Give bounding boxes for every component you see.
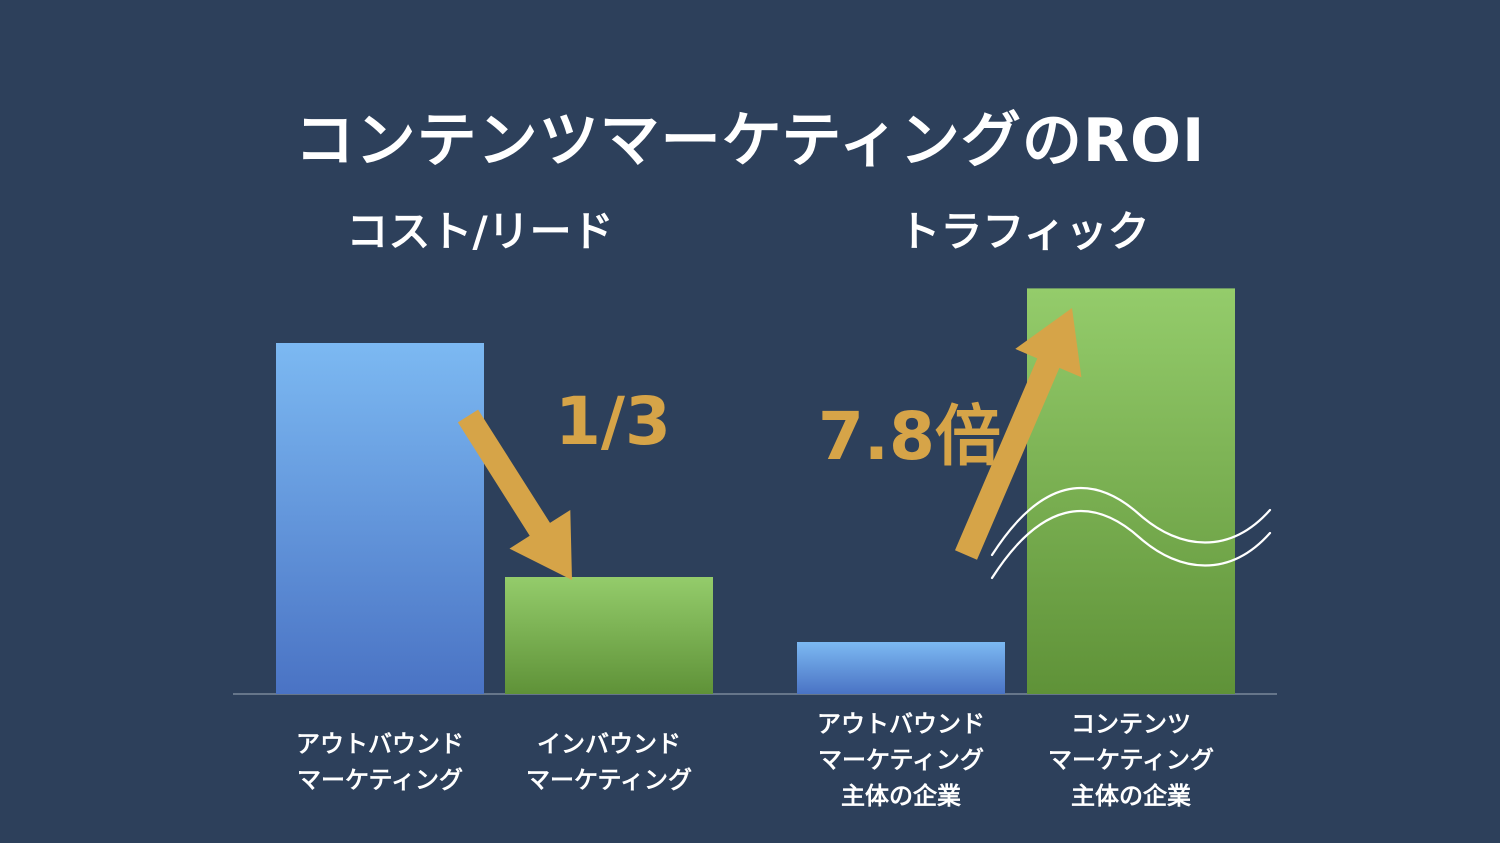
x-tick-label-chart0-0: アウトバウンド マーケティング xyxy=(250,726,510,798)
arrow-up-icon xyxy=(955,308,1082,560)
arrow-down-icon xyxy=(457,409,572,580)
bar-chart1-0 xyxy=(797,642,1005,694)
x-tick-label-line: コンテンツ xyxy=(1071,710,1191,738)
callout-cost-reduction: 1/3 xyxy=(555,383,671,460)
chart-title-traffic: トラフィック xyxy=(898,207,1150,256)
axis-break-line-top xyxy=(990,486,1272,557)
chart-title-cost-per-lead: コスト/リード xyxy=(346,207,614,256)
x-tick-label-chart1-1: コンテンツマーケティング 主体の企業 xyxy=(1001,706,1261,814)
x-tick-label-line: マーケティング xyxy=(525,766,693,794)
x-tick-label-line: 主体の企業 xyxy=(1071,782,1191,810)
x-tick-label-line: アウトバウンド xyxy=(817,710,985,738)
bar-chart0-1 xyxy=(505,577,713,694)
axis-break-line-bottom xyxy=(990,509,1272,580)
x-tick-label-line: マーケティング xyxy=(296,766,464,794)
page-title: コンテンツマーケティングのROI xyxy=(294,106,1206,176)
bar-chart0-0 xyxy=(276,343,484,694)
callout-traffic-increase: 7.8倍 xyxy=(818,398,1001,475)
x-tick-label-line: インバウンド xyxy=(537,730,681,758)
x-tick-label-chart1-0: アウトバウンド マーケティング 主体の企業 xyxy=(771,706,1031,814)
x-tick-label-line: 主体の企業 xyxy=(841,782,961,810)
x-tick-label-chart0-1: インバウンド マーケティング xyxy=(479,726,739,798)
x-tick-label-line: マーケティング xyxy=(817,746,985,774)
x-tick-label-line: マーケティング xyxy=(1047,746,1215,774)
x-tick-label-line: アウトバウンド xyxy=(296,730,464,758)
